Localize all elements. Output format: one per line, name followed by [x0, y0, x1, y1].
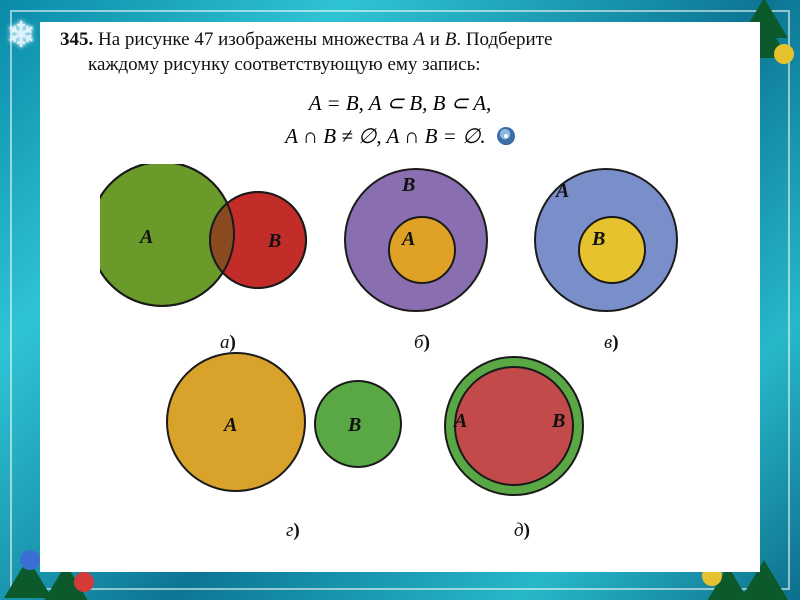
set-label: B	[592, 228, 605, 251]
set-label: B	[348, 414, 361, 437]
problem-text: 345. На рисунке 47 изображены множества …	[40, 22, 760, 77]
diagram-caption: д)	[514, 520, 530, 542]
diagram-b: BAб)	[340, 164, 510, 324]
set-label: A	[454, 410, 467, 433]
formula-line2-wrap: A ∩ B ≠ ∅, A ∩ B = ∅.	[40, 120, 760, 153]
var-a: A	[413, 29, 425, 50]
content-card: 345. На рисунке 47 изображены множества …	[40, 22, 760, 572]
var-b: B	[445, 29, 457, 50]
set-circle	[388, 216, 456, 284]
diagram-caption: а)	[220, 332, 236, 354]
formula-block: A = B, A ⊂ B, B ⊂ A, A ∩ B ≠ ∅, A ∩ B = …	[40, 87, 760, 152]
set-label: A	[556, 180, 569, 203]
diagram-caption: г)	[286, 520, 300, 542]
diagram-c: ABв)	[530, 164, 700, 324]
diagram-a: ABа)	[100, 164, 320, 324]
set-label: A	[224, 414, 237, 437]
diagram-caption: б)	[414, 332, 430, 354]
disc-icon	[497, 127, 515, 145]
set-label: B	[552, 410, 565, 433]
problem-number: 345.	[60, 29, 93, 50]
problem-line1b: и	[425, 29, 445, 50]
formula-line2: A ∩ B ≠ ∅, A ∩ B = ∅.	[285, 124, 486, 148]
problem-line1c: . Подберите	[456, 29, 552, 50]
set-label: B	[402, 174, 415, 197]
problem-line1a: На рисунке 47 изображены множества	[98, 29, 413, 50]
diagrams-area: ABа) BAб) ABв) ABг) ABд)	[40, 152, 760, 532]
diagram-caption: в)	[604, 332, 619, 354]
diagram-d: ABг)	[170, 352, 410, 512]
problem-line2: каждому рисунку соответствующую ему запи…	[60, 53, 481, 78]
set-label: A	[140, 226, 153, 249]
formula-line1: A = B, A ⊂ B, B ⊂ A,	[40, 87, 760, 120]
set-circle	[578, 216, 646, 284]
set-label: B	[268, 230, 281, 253]
set-label: A	[402, 228, 415, 251]
diagram-e: ABд)	[440, 352, 610, 512]
